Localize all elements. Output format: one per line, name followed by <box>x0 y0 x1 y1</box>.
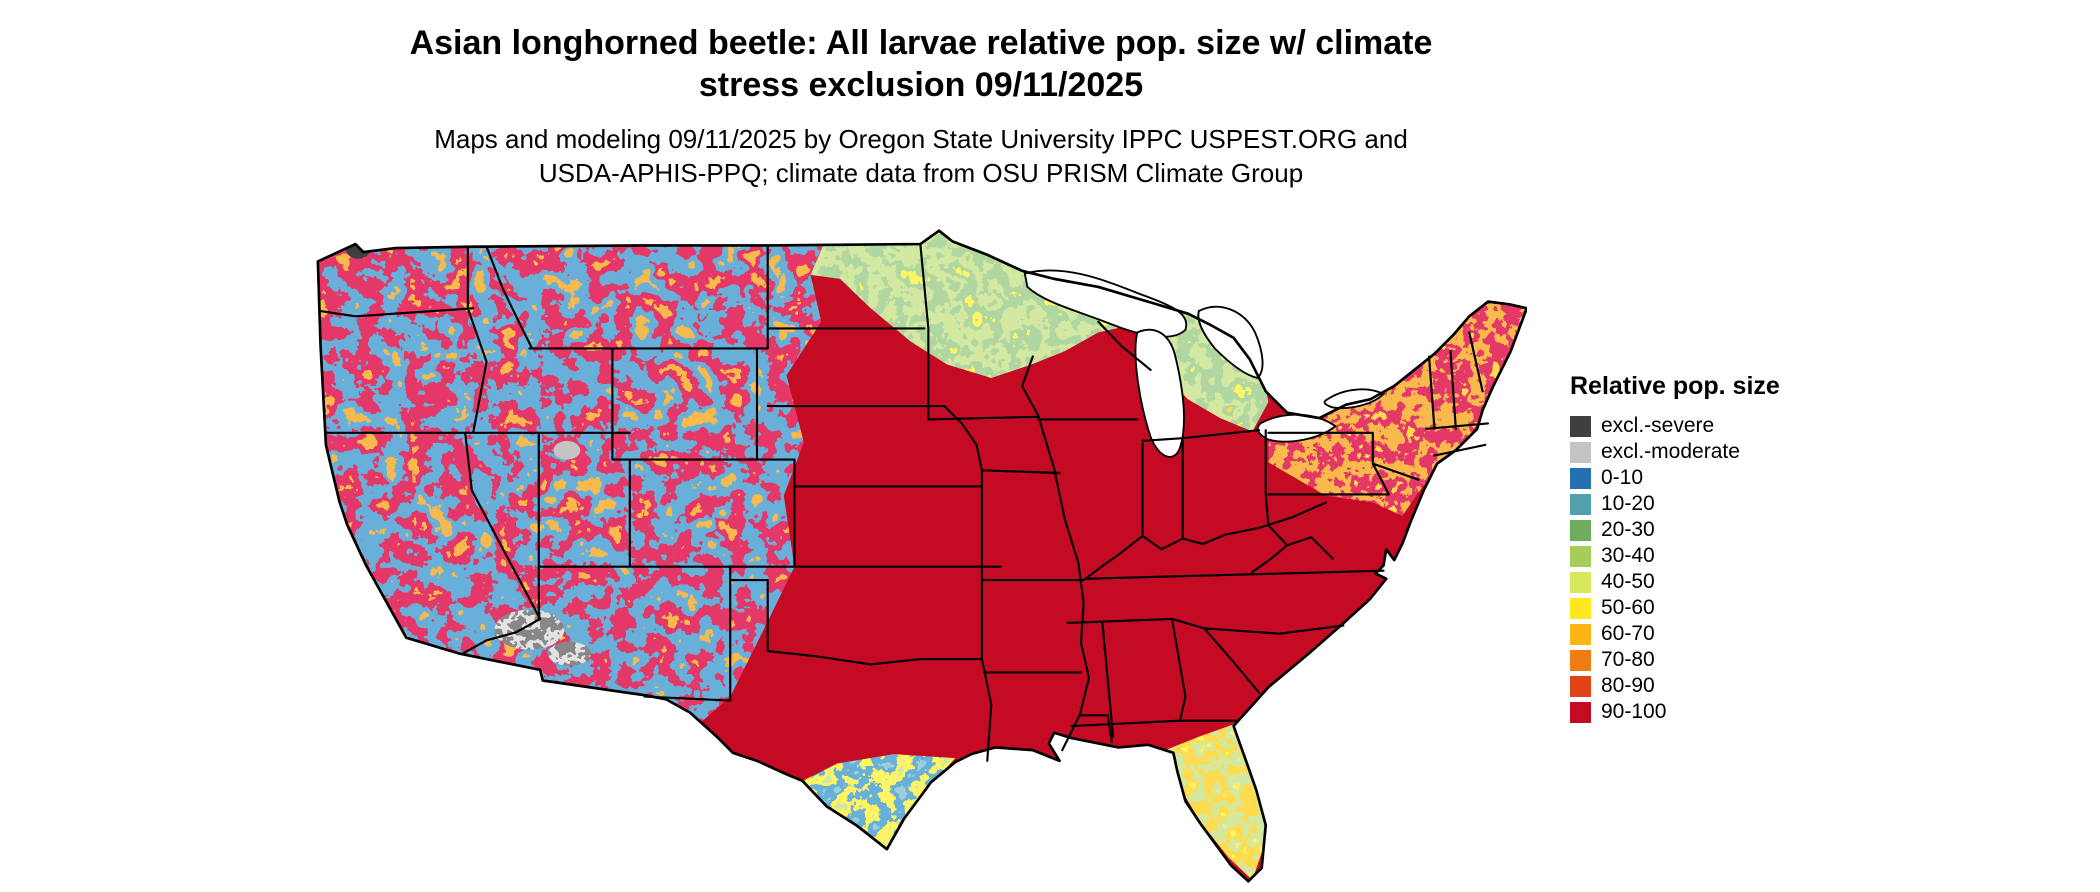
us-map <box>315 228 1527 884</box>
legend-title: Relative pop. size <box>1570 372 1780 400</box>
legend-label: 70-80 <box>1601 648 1655 671</box>
legend-swatch <box>1570 415 1591 437</box>
legend-swatch <box>1570 701 1591 723</box>
page-subtitle: Maps and modeling 09/11/2025 by Oregon S… <box>0 122 1842 190</box>
legend-swatch <box>1570 545 1591 567</box>
legend-item: 0-10 <box>1570 465 1870 491</box>
legend-label: 90-100 <box>1601 700 1667 723</box>
legend-label: 60-70 <box>1601 622 1655 645</box>
lake-michigan <box>1134 328 1185 458</box>
great-lakes <box>1023 269 1386 458</box>
legend-swatch <box>1570 623 1591 645</box>
legend-label: 10-20 <box>1601 492 1655 515</box>
legend: Relative pop. size excl.-severe excl.-mo… <box>1570 372 1870 725</box>
legend-swatch <box>1570 649 1591 671</box>
legend-swatch <box>1570 467 1591 489</box>
legend-item: 40-50 <box>1570 569 1870 595</box>
page-title-line-2: stress exclusion 09/11/2025 <box>698 66 1144 104</box>
lake-superior <box>1023 269 1188 338</box>
puget-sound-dark-patch <box>345 240 371 259</box>
legend-item: excl.-moderate <box>1570 439 1870 465</box>
page-title-line-1: Asian longhorned beetle: All larvae rela… <box>409 24 1433 62</box>
great-salt-lake-gray-patch <box>553 440 581 460</box>
legend-swatch <box>1570 597 1591 619</box>
legend-label: 30-40 <box>1601 544 1655 567</box>
legend-label: 50-60 <box>1601 596 1655 619</box>
legend-item: 80-90 <box>1570 673 1870 699</box>
legend-item: 50-60 <box>1570 595 1870 621</box>
page-subtitle-line-2: USDA-APHIS-PPQ; climate data from OSU PR… <box>538 158 1304 188</box>
legend-label: 20-30 <box>1601 518 1655 541</box>
legend-item: 70-80 <box>1570 647 1870 673</box>
us-map-svg <box>316 229 1527 883</box>
legend-item: 20-30 <box>1570 517 1870 543</box>
legend-label: 40-50 <box>1601 570 1655 593</box>
legend-label: 0-10 <box>1601 466 1644 489</box>
legend-item: 30-40 <box>1570 543 1870 569</box>
legend-swatch <box>1570 519 1591 541</box>
us-outline <box>316 229 1527 883</box>
legend-label: 80-90 <box>1601 674 1655 697</box>
legend-label: excl.-moderate <box>1601 440 1740 463</box>
legend-item: 60-70 <box>1570 621 1870 647</box>
legend-item: 10-20 <box>1570 491 1870 517</box>
page-subtitle-line-1: Maps and modeling 09/11/2025 by Oregon S… <box>434 124 1408 154</box>
legend-swatch <box>1570 675 1591 697</box>
legend-swatch <box>1570 441 1591 463</box>
legend-swatch <box>1570 493 1591 515</box>
map-header: Asian longhorned beetle: All larvae rela… <box>0 22 1842 190</box>
legend-swatch <box>1570 571 1591 593</box>
legend-item: excl.-severe <box>1570 413 1870 439</box>
raster-fill <box>317 230 1527 882</box>
legend-item: 90-100 <box>1570 699 1870 725</box>
lake-ontario <box>1323 388 1386 409</box>
legend-label: excl.-severe <box>1601 414 1715 437</box>
state-borders <box>319 242 1490 762</box>
